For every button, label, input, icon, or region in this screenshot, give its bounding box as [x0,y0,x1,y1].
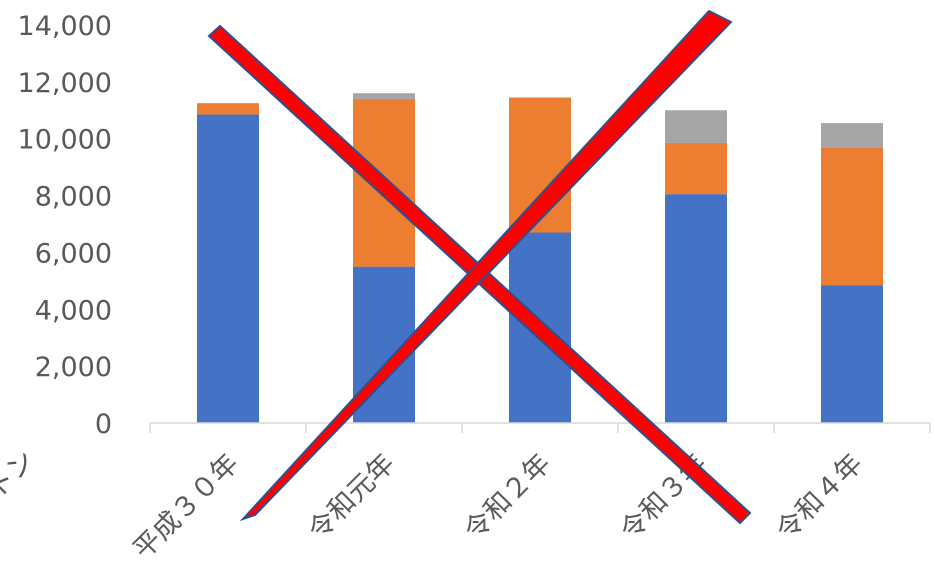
unit-label: トン [0,445,41,505]
bar-segment [197,114,259,424]
bar-segment [665,110,727,143]
bar-segment [821,123,883,148]
y-tick-label: 6,000 [35,238,112,269]
cross-out-stroke-2 [239,9,733,522]
cross-out-overlay [207,9,752,525]
bar-segment [353,93,415,99]
x-category-label: 令和元年 [303,448,401,546]
y-axis-tick-labels: 0 2,000 4,000 6,000 8,000 10,000 12,000 14,000 [18,11,112,440]
x-axis-tick-marks [149,423,931,433]
y-tick-label: 14,000 [18,11,112,42]
x-axis-category-labels: 平成３０年 令和元年 令和２年 令和３年 令和４年 [128,448,869,565]
x-category-label: 令和４年 [771,448,869,546]
y-tick-label: 4,000 [35,295,112,326]
y-tick-label: 0 [95,409,112,440]
y-tick-label: 12,000 [18,68,112,99]
bar-segment [665,142,727,195]
bar-segment [821,285,883,423]
x-category-label: 平成３０年 [128,448,245,565]
bar-segment [665,194,727,423]
y-tick-label: 8,000 [35,182,112,213]
y-tick-label: 2,000 [35,352,112,383]
bar-segment [821,147,883,286]
x-category-label: 令和２年 [459,448,557,546]
bar-segment [197,103,259,115]
x-category-label: 令和３年 [615,448,713,546]
y-tick-label: 10,000 [18,125,112,156]
bars [197,93,883,424]
